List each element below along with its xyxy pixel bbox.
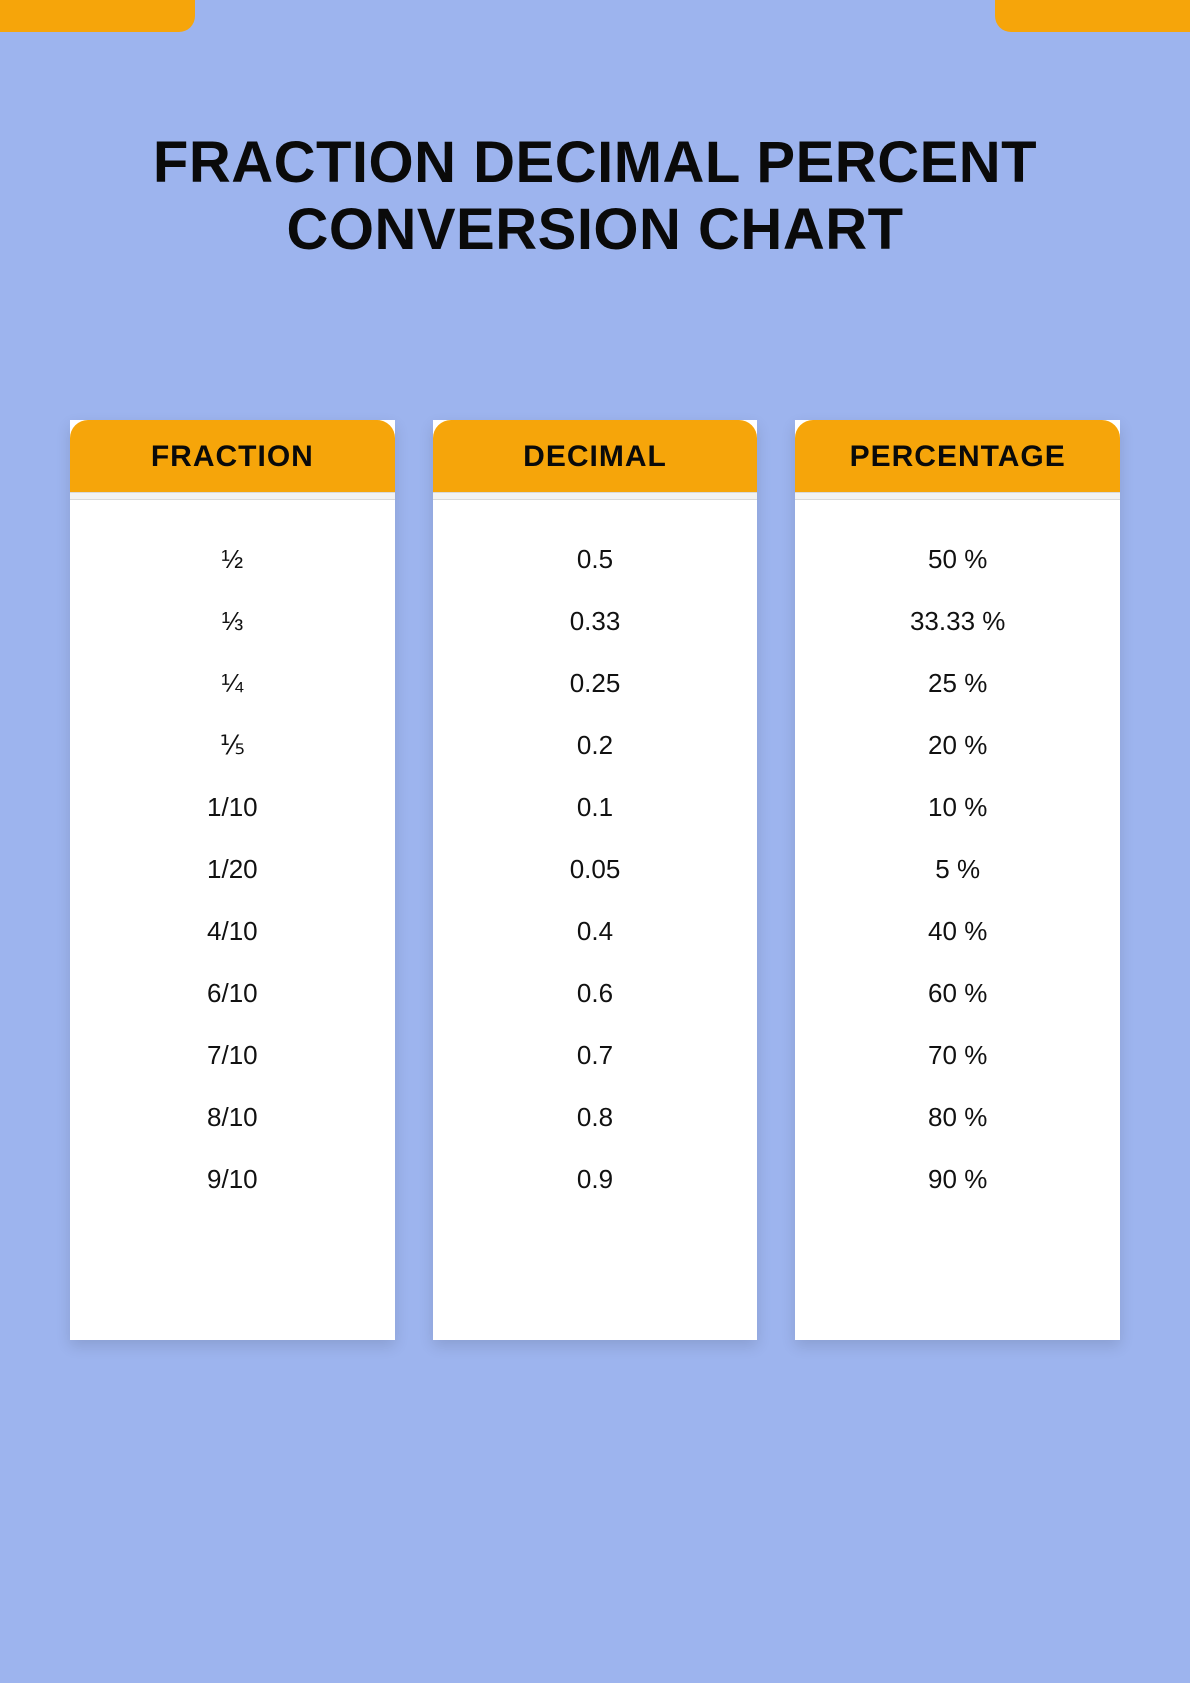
percentage-cell: 10 % <box>928 776 987 838</box>
conversion-columns: FRACTION ½ ⅓ ¼ ⅕ 1/10 1/20 4/10 6/10 7/1… <box>70 420 1120 1340</box>
percentage-cell: 40 % <box>928 900 987 962</box>
percentage-cell: 5 % <box>935 838 980 900</box>
percentage-cell: 70 % <box>928 1024 987 1086</box>
decimal-header: DECIMAL <box>433 420 758 492</box>
percentage-cell: 90 % <box>928 1148 987 1210</box>
percentage-body: 50 % 33.33 % 25 % 20 % 10 % 5 % 40 % 60 … <box>795 500 1120 1210</box>
fraction-body: ½ ⅓ ¼ ⅕ 1/10 1/20 4/10 6/10 7/10 8/10 9/… <box>70 500 395 1210</box>
percentage-cell: 33.33 % <box>910 590 1005 652</box>
decimal-cell: 0.5 <box>577 528 613 590</box>
fraction-cell: 1/20 <box>207 838 258 900</box>
percentage-header: PERCENTAGE <box>795 420 1120 492</box>
top-accent-left <box>0 0 195 32</box>
fraction-column: FRACTION ½ ⅓ ¼ ⅕ 1/10 1/20 4/10 6/10 7/1… <box>70 420 395 1340</box>
fraction-cell: ⅕ <box>220 714 245 776</box>
percentage-column: PERCENTAGE 50 % 33.33 % 25 % 20 % 10 % 5… <box>795 420 1120 1340</box>
fraction-cell: 7/10 <box>207 1024 258 1086</box>
fraction-cell: ⅓ <box>221 590 243 652</box>
decimal-cell: 0.8 <box>577 1086 613 1148</box>
decimal-cell: 0.2 <box>577 714 613 776</box>
page-title: FRACTION DECIMAL PERCENT CONVERSION CHAR… <box>0 130 1190 263</box>
decimal-cell: 0.1 <box>577 776 613 838</box>
percentage-cell: 25 % <box>928 652 987 714</box>
fraction-cell: ½ <box>221 528 243 590</box>
decimal-cell: 0.9 <box>577 1148 613 1210</box>
decimal-cell: 0.4 <box>577 900 613 962</box>
column-divider <box>70 492 395 500</box>
fraction-cell: 1/10 <box>207 776 258 838</box>
title-line-1: FRACTION DECIMAL PERCENT <box>153 130 1037 195</box>
fraction-cell: 4/10 <box>207 900 258 962</box>
column-divider <box>433 492 758 500</box>
decimal-cell: 0.25 <box>570 652 621 714</box>
percentage-cell: 60 % <box>928 962 987 1024</box>
percentage-cell: 50 % <box>928 528 987 590</box>
fraction-header: FRACTION <box>70 420 395 492</box>
fraction-cell: 6/10 <box>207 962 258 1024</box>
percentage-cell: 20 % <box>928 714 987 776</box>
title-line-2: CONVERSION CHART <box>286 197 903 262</box>
decimal-cell: 0.05 <box>570 838 621 900</box>
column-divider <box>795 492 1120 500</box>
decimal-cell: 0.7 <box>577 1024 613 1086</box>
fraction-cell: 8/10 <box>207 1086 258 1148</box>
percentage-cell: 80 % <box>928 1086 987 1148</box>
decimal-cell: 0.33 <box>570 590 621 652</box>
decimal-body: 0.5 0.33 0.25 0.2 0.1 0.05 0.4 0.6 0.7 0… <box>433 500 758 1210</box>
decimal-column: DECIMAL 0.5 0.33 0.25 0.2 0.1 0.05 0.4 0… <box>433 420 758 1340</box>
top-accent-right <box>995 0 1190 32</box>
fraction-cell: 9/10 <box>207 1148 258 1210</box>
decimal-cell: 0.6 <box>577 962 613 1024</box>
fraction-cell: ¼ <box>221 652 243 714</box>
